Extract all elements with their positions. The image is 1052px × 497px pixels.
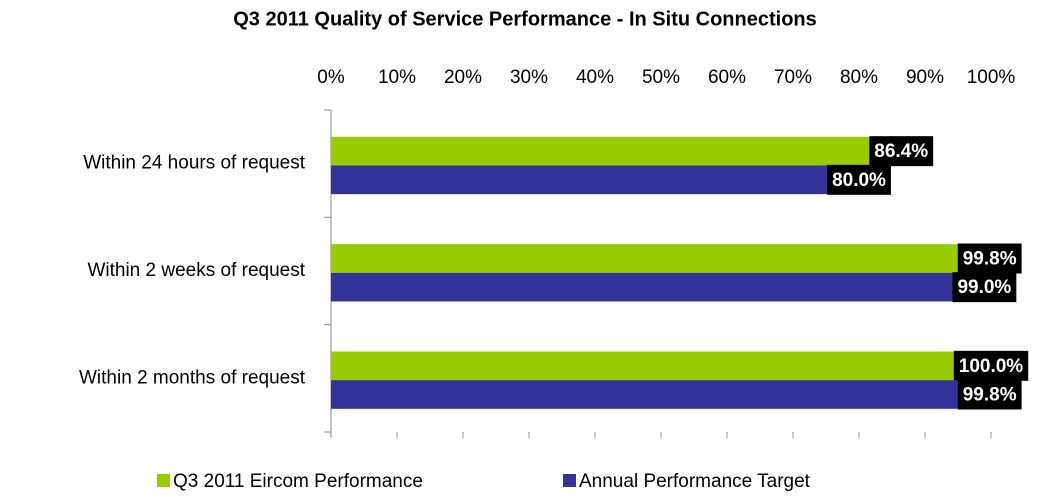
bar — [331, 380, 990, 409]
bar — [331, 165, 859, 195]
category-label: Within 2 weeks of request — [87, 260, 305, 281]
bar — [331, 244, 990, 273]
data-label-box — [952, 272, 1017, 303]
legend-swatch — [563, 474, 576, 487]
legend-swatch — [157, 474, 170, 487]
data-label-box — [957, 379, 1022, 410]
category-label: Within 2 months of request — [79, 367, 306, 388]
data-label: 100.0% — [959, 356, 1024, 377]
x-tick-label: 80% — [840, 67, 878, 88]
x-tick-label: 100% — [967, 67, 1016, 88]
x-tick-label: 40% — [576, 67, 614, 88]
data-label-box — [957, 243, 1022, 274]
data-label: 99.8% — [963, 249, 1017, 270]
legend-label: Annual Performance Target — [579, 471, 811, 492]
bar — [331, 351, 991, 381]
bar — [331, 136, 902, 166]
x-tick-label: 10% — [378, 67, 416, 88]
data-label: 99.8% — [963, 385, 1017, 406]
data-label: 99.0% — [957, 277, 1011, 298]
x-tick-label: 60% — [708, 67, 746, 88]
data-label-box — [827, 164, 891, 195]
bar — [331, 272, 985, 302]
x-tick-label: 70% — [774, 67, 812, 88]
x-tick-label: 30% — [510, 67, 548, 88]
chart-title: Q3 2011 Quality of Service Performance -… — [233, 8, 817, 30]
data-label-box — [953, 350, 1029, 381]
category-label: Within 24 hours of request — [83, 153, 306, 174]
x-tick-label: 50% — [642, 67, 680, 88]
data-label: 80.0% — [832, 170, 886, 191]
data-label-box — [869, 136, 934, 167]
legend-label: Q3 2011 Eircom Performance — [173, 471, 423, 492]
x-tick-label: 90% — [906, 67, 944, 88]
x-tick-label: 0% — [317, 67, 345, 88]
x-tick-label: 20% — [444, 67, 482, 88]
data-label: 86.4% — [874, 141, 928, 162]
